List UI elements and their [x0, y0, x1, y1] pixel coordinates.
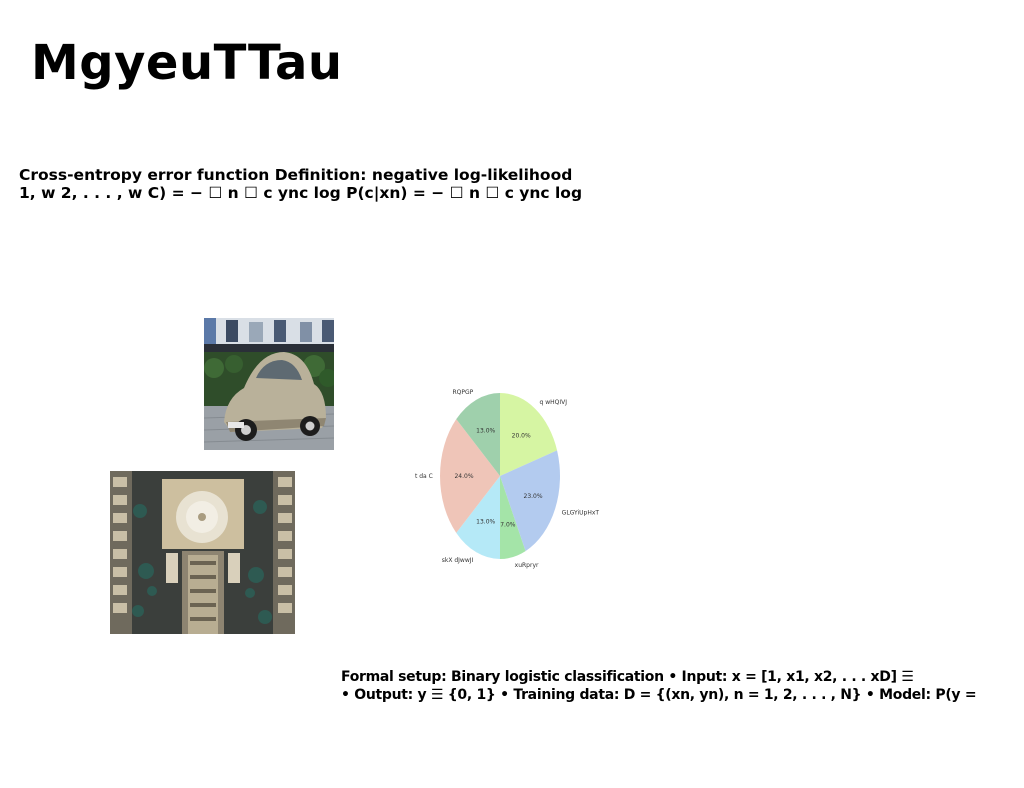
pie-percent-label: 20.0%	[512, 433, 531, 440]
pie-category-label: t da C	[415, 473, 433, 480]
formal-setup-line-1: Formal setup: Binary logistic classifica…	[341, 668, 981, 686]
pie-percent-label: 23.0%	[524, 493, 543, 500]
pie-category-label: skX dJwwJI	[442, 557, 474, 564]
aerial-building-photo	[110, 471, 295, 634]
pie-category-label: xuRpryr	[515, 562, 539, 569]
definition-text: Cross-entropy error function Definition:…	[19, 166, 659, 202]
pie-category-label: RQPGP	[453, 389, 474, 396]
pie-percent-label: 24.0%	[454, 473, 473, 480]
pie-percent-label: 13.0%	[476, 427, 495, 434]
pie-category-label: q wHQIVJ	[539, 399, 567, 406]
page-title: MgyeuTTau	[31, 34, 343, 92]
pie-chart-svg: 20.0% q wHQIVJ 23.0% GLGYiUpHxT 7.0% xuRpryr 1…	[405, 380, 605, 570]
pie-percent-label: 7.0%	[500, 522, 516, 529]
pie-chart: 20.0% q wHQIVJ 23.0% GLGYiUpHxT 7.0% xuRpryr 1…	[405, 380, 605, 570]
car-photo	[204, 318, 334, 450]
formal-setup-text: Formal setup: Binary logistic classifica…	[341, 668, 981, 704]
definition-line-2: 1, w 2, . . . , w C) = − ☐ n ☐ c ync log…	[19, 184, 659, 202]
pie-percent-label: 13.0%	[476, 519, 495, 526]
definition-line-1: Cross-entropy error function Definition:…	[19, 166, 659, 184]
pie-category-label: GLGYiUpHxT	[562, 509, 600, 516]
formal-setup-line-2: • Output: y ☰ {0, 1} • Training data: D …	[341, 686, 981, 704]
